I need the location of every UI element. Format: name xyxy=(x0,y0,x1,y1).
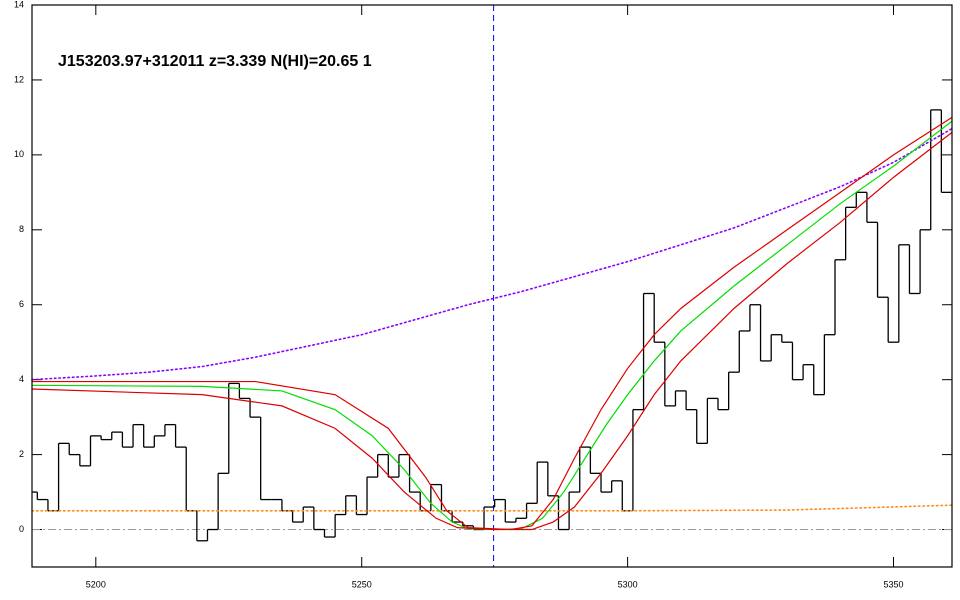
y-tick-label: 6 xyxy=(19,299,24,309)
x-tick-label: 5350 xyxy=(883,579,903,589)
dotted-curve xyxy=(31,504,953,512)
x-tick-label: 5200 xyxy=(86,579,106,589)
y-tick-label: 8 xyxy=(19,224,24,234)
plot-area xyxy=(31,4,953,567)
y-tick-label: 14 xyxy=(14,0,24,9)
y-tick-label: 2 xyxy=(19,449,24,459)
y-tick-label: 4 xyxy=(19,374,24,384)
y-tick-label: 12 xyxy=(14,74,24,84)
x-tick-label: 5250 xyxy=(352,579,372,589)
y-tick-label: 10 xyxy=(14,149,24,159)
y-tick-label: 0 xyxy=(19,524,24,534)
model-curve xyxy=(31,120,953,531)
flux-spectrum xyxy=(32,109,952,542)
model-curve xyxy=(31,131,953,531)
plot-frame xyxy=(31,4,953,568)
x-tick-label: 5300 xyxy=(618,579,638,589)
dotted-curve xyxy=(31,127,953,381)
chart-title: J153203.97+312011 z=3.339 N(HI)=20.65 1 xyxy=(58,53,372,70)
model-curve xyxy=(32,116,953,531)
